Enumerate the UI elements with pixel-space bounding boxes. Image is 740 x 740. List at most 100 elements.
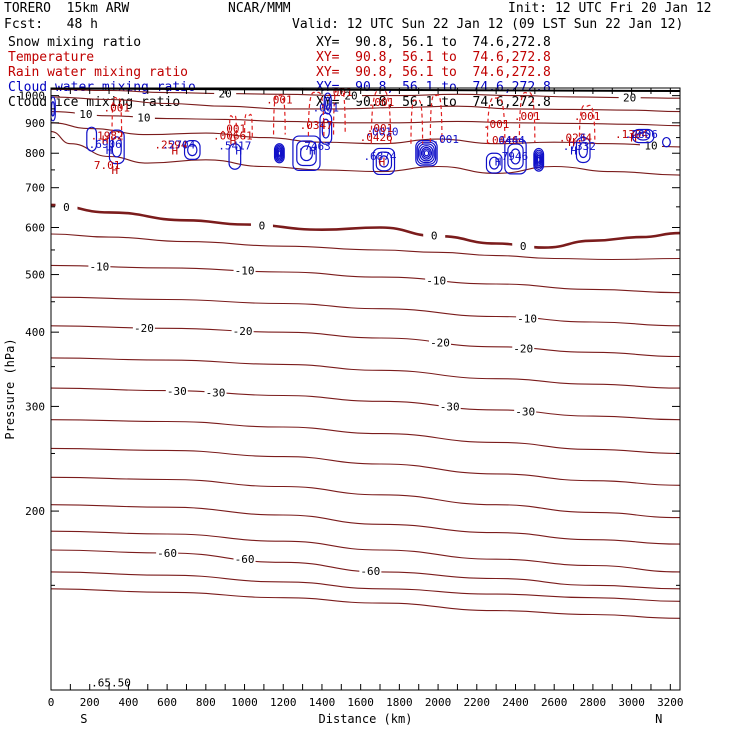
cloud-water-contour (423, 150, 430, 157)
x-tick-label: 1000 (231, 696, 258, 709)
rain-water-label: .0347 (300, 119, 333, 132)
cloud-water-contour (323, 92, 332, 115)
isotherm-label-mask (425, 274, 448, 286)
cloud-water-contour (375, 151, 393, 172)
field-annotation: .5417 (218, 140, 251, 153)
isotherm-label-mask (339, 89, 362, 101)
rain-water-label: .001 (483, 118, 510, 131)
cross-section-coords-temperature: XY= 90.8, 56.1 to 74.6,272.8 (316, 50, 551, 65)
field-annotation: .1982 (91, 129, 124, 142)
cloud-water-contour (575, 136, 591, 164)
isotherm-label-mask (423, 229, 446, 241)
isotherm-label-mask (359, 564, 382, 576)
field-label-temperature: Temperature (8, 50, 95, 65)
isotherm-label: 20 (623, 92, 636, 105)
field-annotation: .0426 (360, 131, 393, 144)
field-annotation: .001 (433, 133, 460, 146)
cloud-water-contour (537, 156, 541, 163)
upper-isotherm (51, 588, 680, 619)
field-annotation: H (309, 145, 316, 158)
isotherm-label: 0 (520, 240, 527, 253)
cloud-water-contour (534, 149, 544, 170)
rain-water-label: .001 (104, 102, 131, 115)
cloud-water-contour (296, 140, 317, 167)
field-annotation: .2806 (625, 128, 658, 141)
rain-water-plume (486, 96, 506, 144)
x-tick-label: 2600 (541, 696, 568, 709)
isotherm-label-mask (233, 553, 256, 565)
cloud-water-contour (378, 155, 390, 168)
isotherm-label-mask (165, 384, 188, 396)
cloud-water-contour (277, 150, 282, 157)
model-title: TORERO 15km ARW (4, 1, 130, 16)
valid-time: Valid: 12 UTC Sun 22 Jan 12 (09 LST Sun … (292, 17, 684, 32)
isotherm-label: 10 (137, 111, 150, 124)
field-annotation: H (570, 145, 577, 158)
cloud-water-contour (273, 143, 285, 164)
cloud-water-contour (292, 135, 321, 171)
x-tick-label: 1600 (347, 696, 374, 709)
y-tick-label: 800 (25, 147, 45, 160)
isotherm-label: 0 (431, 230, 438, 243)
field-label-rain: Rain water mixing ratio (8, 65, 189, 80)
y-tick-label: 600 (25, 221, 45, 234)
rain-water-plume (332, 88, 346, 135)
upper-isotherm (51, 447, 680, 486)
isotherm-label: -10 (235, 265, 255, 278)
cloud-water-contour (419, 145, 434, 162)
cloud-water-contour (415, 140, 438, 167)
lower-isotherm (51, 122, 680, 148)
upper-isotherm (51, 203, 680, 249)
x-tick-label: 3000 (618, 696, 645, 709)
field-annotation: .65.50 (91, 676, 131, 689)
x-tick-label: 200 (80, 696, 100, 709)
y-tick-label: 1000 (19, 90, 46, 103)
isotherm-label: -20 (513, 342, 533, 355)
field-annotation: .2704 (162, 138, 195, 151)
cloud-water-contour (488, 156, 500, 170)
organization-label: NCAR/MMM (228, 1, 291, 16)
y-tick-label: 500 (25, 269, 45, 282)
cloud-water-contour (420, 146, 433, 160)
isotherm-label: -30 (440, 400, 460, 413)
x-tick-label: 600 (157, 696, 177, 709)
field-annotation: H (112, 164, 119, 177)
isotherm-label: 10 (79, 108, 92, 121)
field-annotation: H (568, 136, 575, 149)
field-annotation: .7946 (495, 150, 528, 163)
init-time: Init: 12 UTC Fri 20 Jan 12 (508, 1, 712, 16)
isotherm-label: -60 (157, 547, 177, 560)
cloud-water-contour (536, 154, 542, 165)
field-annotation: H (495, 155, 502, 168)
x-tick-label: 1400 (309, 696, 336, 709)
cloud-water-contour (275, 146, 284, 161)
isotherm-label: -30 (206, 387, 226, 400)
upper-isotherm (51, 296, 680, 327)
cloud-water-contour (535, 153, 542, 167)
isotherm-label: 0 (63, 201, 70, 214)
rain-water-plume (518, 91, 536, 143)
isotherm-label-mask (512, 239, 535, 251)
ground-surface-line (51, 88, 680, 93)
isotherm-label-mask (233, 264, 256, 276)
isotherm-label: -60 (235, 553, 255, 566)
field-annotation: .7332 (563, 140, 596, 153)
field-annotation: H (379, 155, 386, 168)
x-axis-title: Distance (km) (319, 712, 413, 726)
cloud-water-contour (276, 148, 282, 158)
lower-isotherm (51, 88, 680, 99)
rain-water-label: .001 (326, 86, 353, 99)
field-annotation: H (230, 135, 237, 148)
field-annotation: H (102, 134, 109, 147)
isotherm-label: -60 (360, 565, 380, 578)
isotherm-label-mask (639, 139, 662, 151)
field-annotation: H (235, 145, 242, 158)
isotherm-label: 0 (259, 220, 266, 233)
x-tick-label: 2400 (502, 696, 529, 709)
upper-isotherm (51, 264, 680, 294)
cloud-water-contour (183, 140, 201, 161)
cloud-water-contour (631, 128, 655, 144)
plot-frame (50, 87, 681, 691)
upper-isotherm (51, 504, 680, 545)
upper-isotherm (51, 387, 680, 421)
